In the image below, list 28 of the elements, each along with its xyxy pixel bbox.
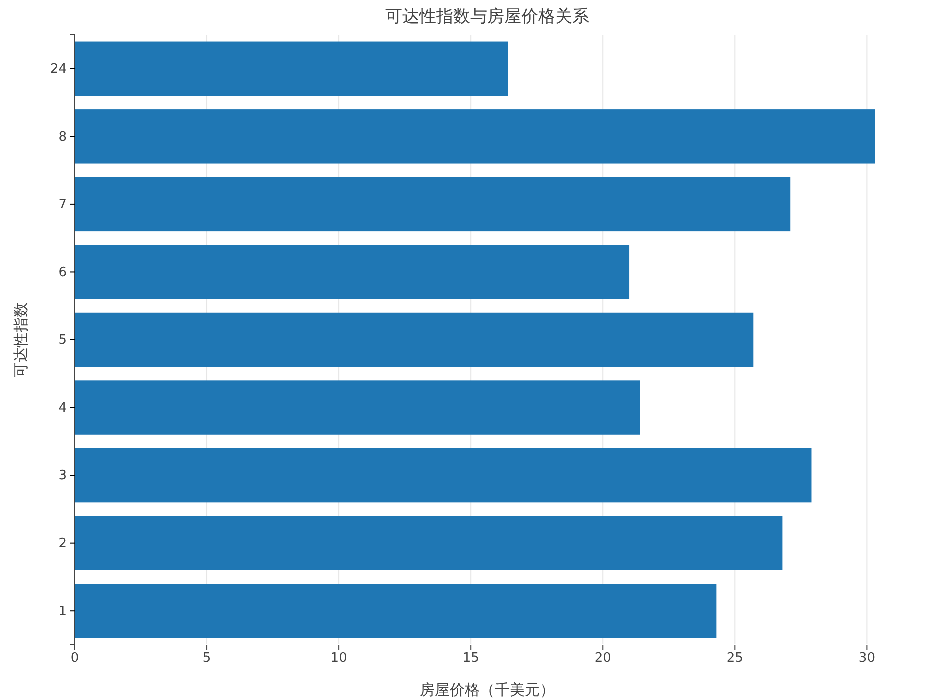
- y-axis-title: 可达性指数: [12, 302, 30, 378]
- y-tick-label: 5: [58, 333, 67, 348]
- y-tick-label: 24: [50, 62, 67, 78]
- x-tick-label: 30: [858, 651, 876, 666]
- y-tick-label: 1: [58, 604, 67, 620]
- bar: [75, 312, 754, 368]
- bar: [75, 448, 812, 503]
- x-tick-label: 5: [202, 651, 212, 666]
- y-tick-label: 8: [58, 130, 67, 145]
- bar: [75, 516, 783, 570]
- bar: [75, 177, 791, 232]
- x-tick-label: 15: [462, 651, 480, 666]
- y-tick-label: 3: [58, 468, 67, 484]
- x-tick-label: 25: [726, 651, 744, 666]
- y-tick-label: 7: [58, 198, 67, 213]
- x-tick-label: 10: [330, 651, 348, 666]
- y-tick-label: 2: [58, 536, 67, 552]
- x-tick-label: 0: [70, 651, 80, 666]
- chart-title: 可达性指数与房屋价格关系: [386, 7, 590, 27]
- x-tick-label: 20: [594, 651, 612, 666]
- bar: [75, 245, 630, 300]
- y-tick-label: 6: [58, 265, 67, 280]
- bar: [75, 42, 508, 96]
- x-axis-title: 房屋价格（千美元）: [420, 681, 555, 699]
- bar: [75, 380, 640, 435]
- bar: [75, 584, 717, 638]
- bar: [75, 110, 876, 164]
- y-tick-label: 4: [58, 400, 67, 416]
